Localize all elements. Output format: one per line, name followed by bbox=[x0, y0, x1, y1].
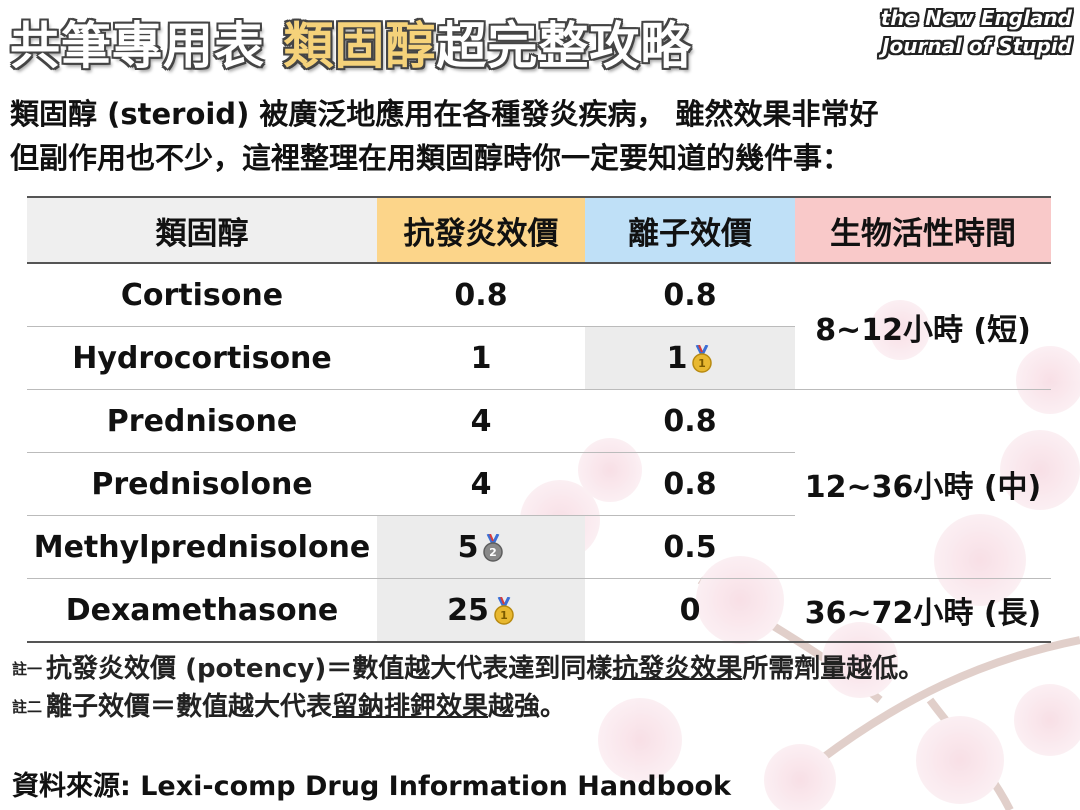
header-steroid: 類固醇 bbox=[27, 196, 377, 264]
ion-value: 1 bbox=[666, 340, 688, 376]
silver-medal-number: 2 bbox=[490, 546, 498, 559]
logo-line-1: the New England bbox=[880, 6, 1072, 30]
bio-duration-long: 36~72小時 (長) bbox=[795, 578, 1051, 643]
bio-duration-medium: 12~36小時 (中) bbox=[795, 389, 1051, 579]
gold-medal-number: 1 bbox=[699, 357, 707, 370]
page-title: 共筆專用表 類固醇超完整攻略 bbox=[10, 6, 691, 76]
drug-name: Methylprednisolone bbox=[27, 515, 377, 579]
footnote-1-tag: 註一 bbox=[12, 660, 43, 678]
drug-name: Cortisone bbox=[27, 263, 377, 327]
intro-line-1: 類固醇 (steroid) 被廣泛地應用在各種發炎疾病， 雖然效果非常好 bbox=[10, 97, 879, 131]
gold-medal-number: 1 bbox=[500, 609, 508, 622]
gold-medal-icon: 1 bbox=[494, 597, 514, 625]
source-citation: 資料來源: Lexi-comp Drug Information Handboo… bbox=[12, 771, 731, 802]
ion-value: 0.8 bbox=[585, 263, 795, 327]
silver-medal-icon: 2 bbox=[483, 534, 504, 562]
table-row: Prednisone 4 0.8 12~36小時 (中) bbox=[27, 389, 1051, 579]
footnote-2-tag: 註二 bbox=[12, 698, 43, 716]
logo: the New England Journal of Stupid bbox=[881, 4, 1072, 60]
title-prefix: 共筆專用表 bbox=[10, 17, 284, 75]
footnote-1-text-a: 抗發炎效價 (potency)＝數值越大代表達到同樣 bbox=[46, 654, 613, 684]
footnote-2: 註二 離子效價＝數值越大代表留鈉排鉀效果越強。 bbox=[12, 688, 1072, 726]
ion-value: 0.5 bbox=[585, 515, 795, 579]
ion-value: 0.8 bbox=[585, 452, 795, 516]
footnote-2-text-a: 離子效價＝數值越大代表 bbox=[46, 692, 333, 722]
drug-name: Prednisone bbox=[27, 389, 377, 453]
drug-name: Prednisolone bbox=[27, 452, 377, 516]
title-suffix: 超完整攻略 bbox=[436, 17, 692, 75]
ion-value: 0 bbox=[585, 578, 795, 643]
footnotes: 註一 抗發炎效價 (potency)＝數值越大代表達到同樣抗發炎效果所需劑量越低。… bbox=[12, 650, 1072, 726]
footnote-2-text-b: 越強。 bbox=[488, 692, 567, 722]
table-header-row: 類固醇 抗發炎效價 離子效價 生物活性時間 bbox=[27, 196, 1051, 264]
anti-value: 1 bbox=[377, 326, 585, 390]
anti-value: 5 bbox=[457, 529, 479, 565]
header-mineralocorticoid-potency: 離子效價 bbox=[585, 196, 795, 264]
anti-value-cell: 25 1 bbox=[377, 578, 585, 643]
table-row: Cortisone 0.8 0.8 8~12小時 (短) bbox=[27, 263, 1051, 390]
anti-value: 4 bbox=[377, 389, 585, 453]
footnote-1: 註一 抗發炎效價 (potency)＝數值越大代表達到同樣抗發炎效果所需劑量越低。 bbox=[12, 650, 1072, 688]
anti-value: 25 bbox=[447, 592, 489, 628]
header-biological-half-life: 生物活性時間 bbox=[795, 196, 1051, 264]
title-highlight: 類固醇 bbox=[283, 17, 437, 75]
footnote-1-underlined: 抗發炎效果 bbox=[612, 654, 743, 684]
table-row: Dexamethasone 25 1 0 36~72小時 (長) bbox=[27, 578, 1051, 643]
anti-value: 0.8 bbox=[377, 263, 585, 327]
table-row: Prednisolone 4 0.8 bbox=[27, 452, 1051, 516]
drug-name: Hydrocortisone bbox=[27, 326, 377, 390]
footnote-2-underlined: 留鈉排鉀效果 bbox=[332, 692, 489, 722]
logo-line-2: Journal of Stupid bbox=[882, 34, 1072, 58]
drug-name: Dexamethasone bbox=[27, 578, 377, 643]
header-anti-inflammatory-potency: 抗發炎效價 bbox=[377, 196, 585, 264]
ion-value: 0.8 bbox=[585, 389, 795, 453]
gold-medal-icon: 1 bbox=[692, 345, 713, 373]
intro-line-2: 但副作用也不少，這裡整理在用類固醇時你一定要知道的幾件事： bbox=[10, 141, 852, 175]
anti-value: 4 bbox=[377, 452, 585, 516]
bio-duration-short: 8~12小時 (短) bbox=[795, 263, 1051, 390]
intro-text: 類固醇 (steroid) 被廣泛地應用在各種發炎疾病， 雖然效果非常好 但副作… bbox=[10, 92, 1070, 180]
steroid-table: 類固醇 抗發炎效價 離子效價 生物活性時間 Cortisone 0.8 0.8 … bbox=[27, 196, 1051, 643]
footnote-1-text-b: 所需劑量越低。 bbox=[742, 654, 925, 684]
